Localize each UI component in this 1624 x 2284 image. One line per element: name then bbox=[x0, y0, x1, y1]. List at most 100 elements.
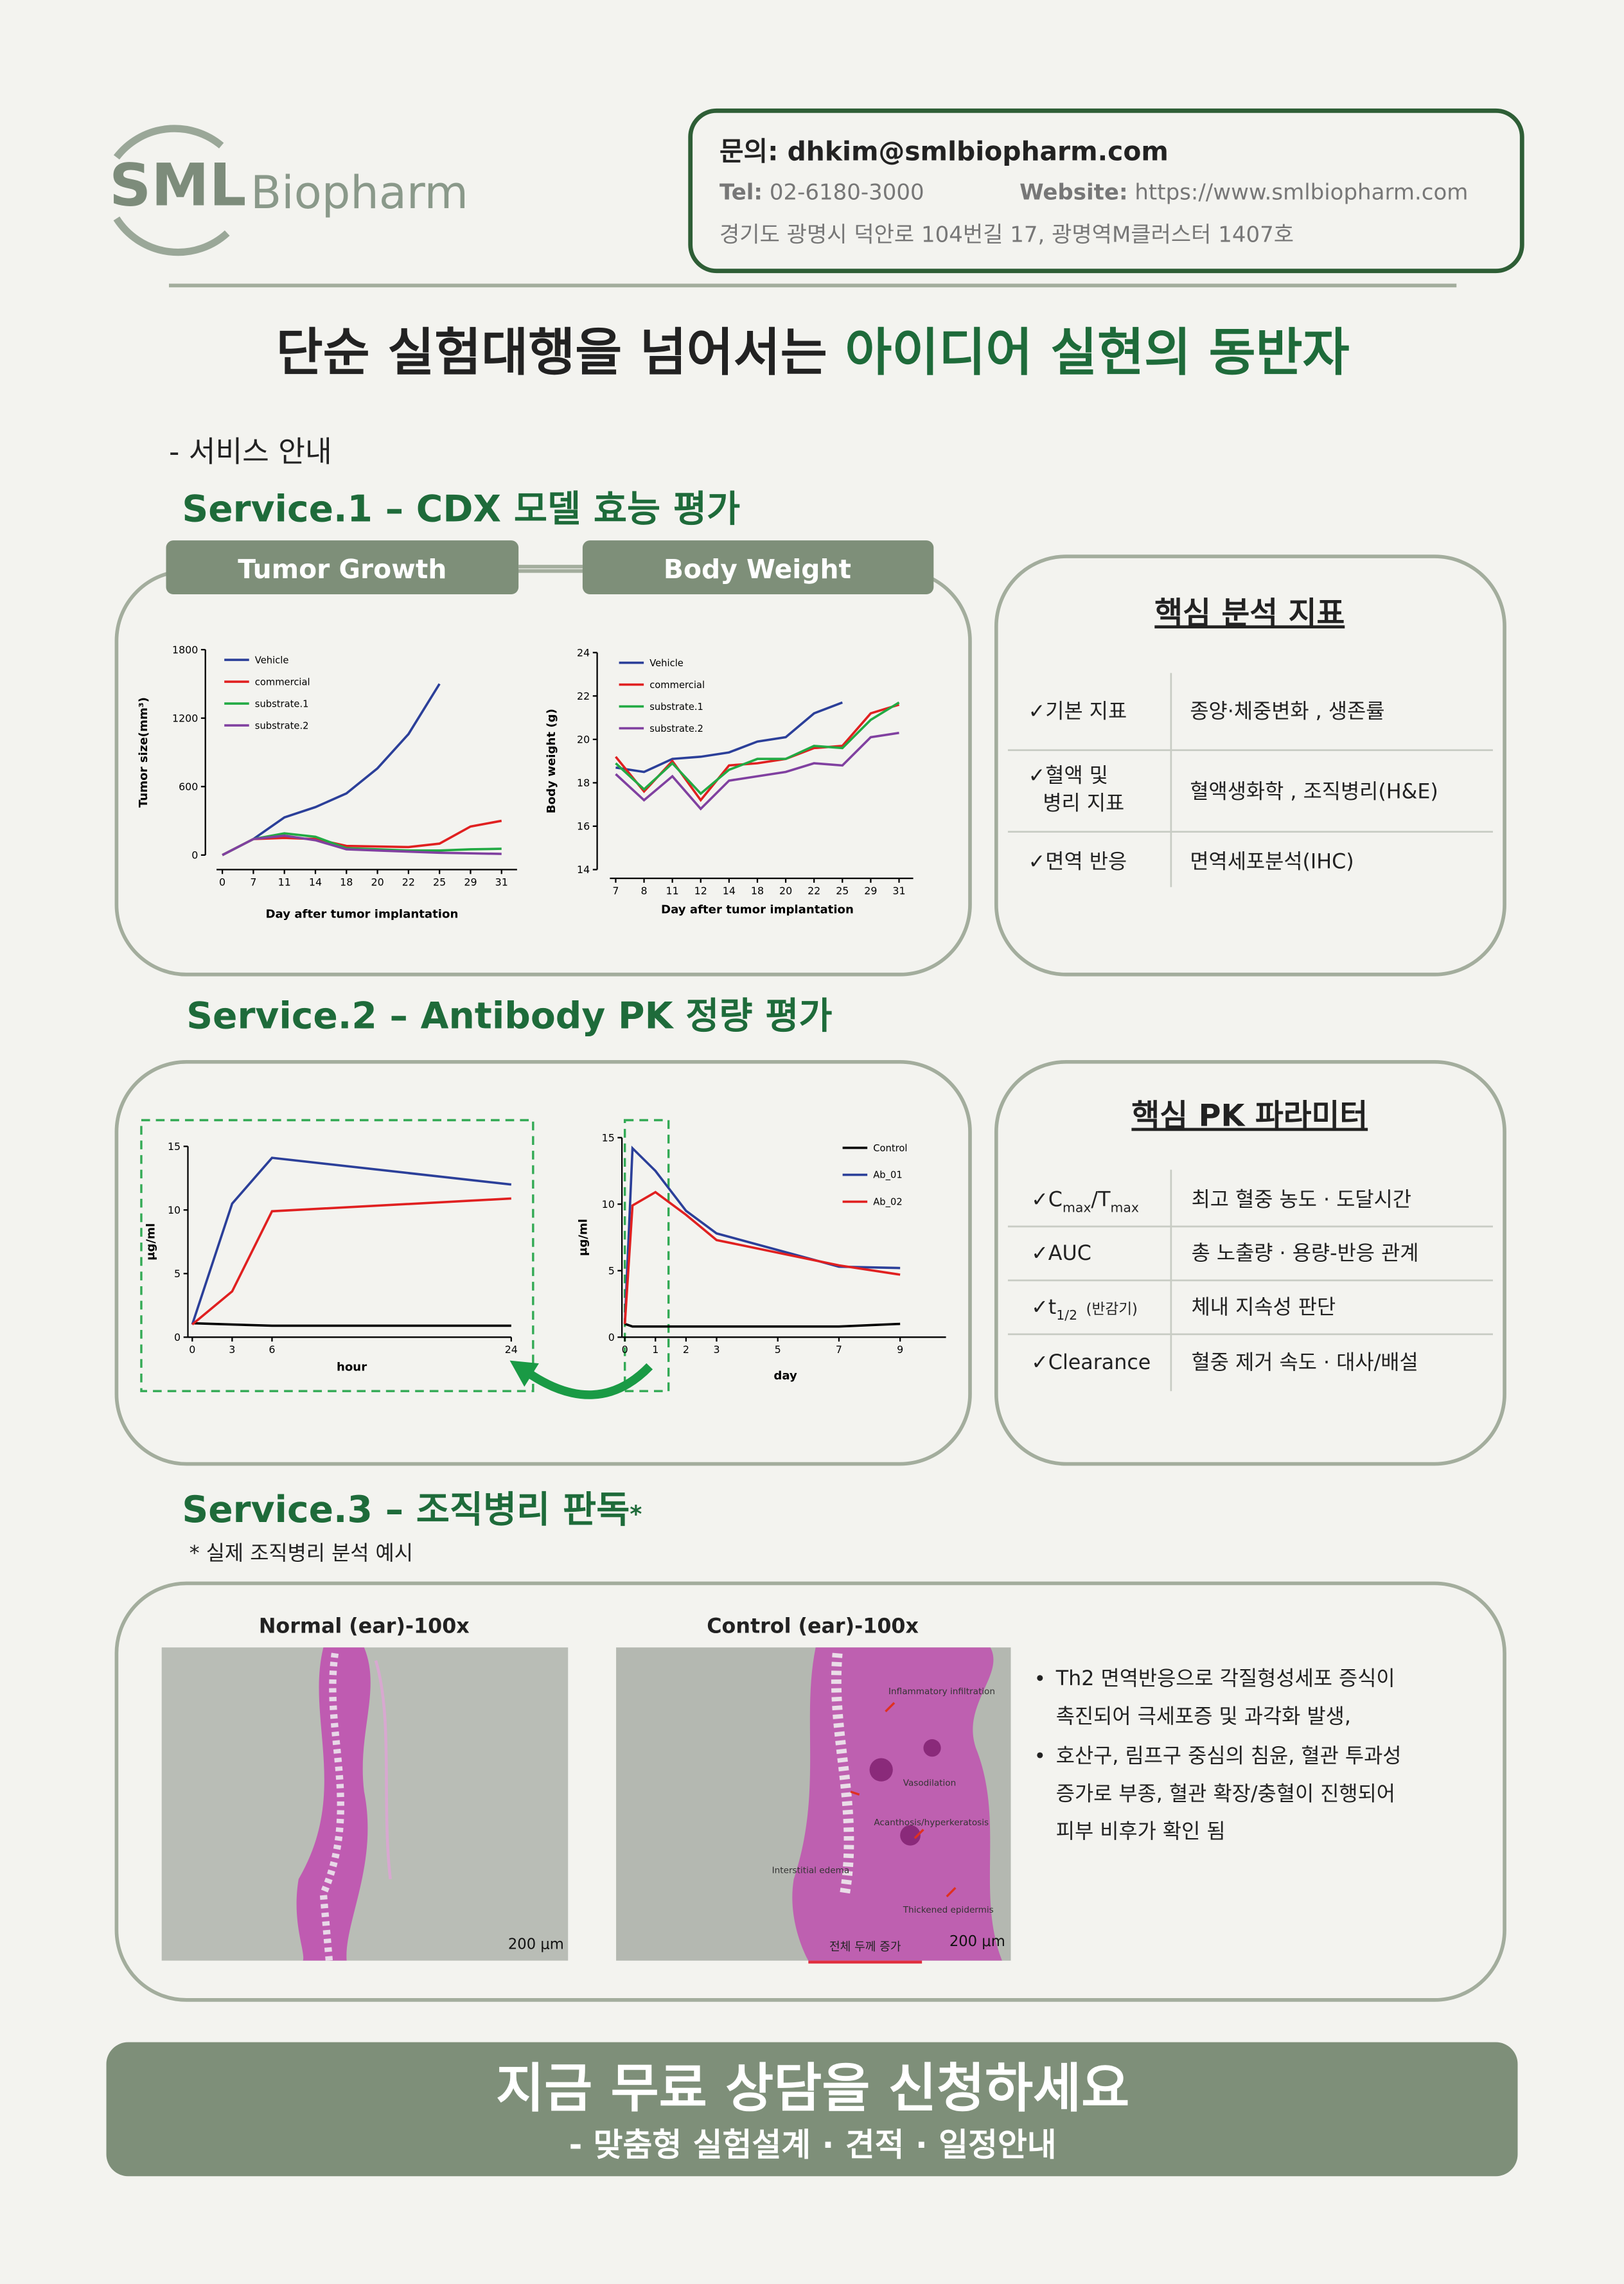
annotation: Vasodilation bbox=[903, 1778, 957, 1789]
series-line bbox=[615, 701, 843, 774]
x-tick-label: 0 bbox=[622, 1343, 628, 1356]
tab bbox=[166, 540, 519, 595]
x-tick-label: 31 bbox=[892, 885, 905, 897]
cta-banner[interactable] bbox=[106, 2042, 1518, 2177]
image-caption: Control (ear)-100x bbox=[707, 1615, 919, 1638]
x-tick-label: 12 bbox=[694, 885, 707, 897]
row-label: ✓혈액 및 bbox=[1028, 764, 1108, 787]
annotation-summary: 전체 두께 증가 bbox=[829, 1940, 901, 1954]
y-tick-label: 10 bbox=[602, 1198, 615, 1210]
x-tick-label: 18 bbox=[340, 876, 353, 888]
legend-label: substrate.1 bbox=[255, 698, 309, 709]
x-tick-label: 24 bbox=[505, 1343, 518, 1356]
highlight-box bbox=[140, 1119, 534, 1392]
bullet-text: Th2 면역반응으로 각질형성세포 증식이 bbox=[1055, 1667, 1395, 1690]
zoom-arrowhead bbox=[509, 1360, 539, 1387]
y-tick-label: 14 bbox=[577, 863, 590, 876]
x-tick-label: 22 bbox=[808, 885, 820, 897]
x-tick-label: 22 bbox=[402, 876, 415, 888]
x-tick-label: 31 bbox=[495, 876, 508, 888]
bullet-text: 촉진되어 극세포증 및 과각화 발생, bbox=[1056, 1705, 1351, 1728]
x-tick-label: 5 bbox=[775, 1343, 781, 1356]
histology-normal: 200 μm bbox=[161, 1647, 569, 1961]
x-tick-label: 29 bbox=[864, 885, 877, 897]
y-axis-label: Tumor size(mm³) bbox=[137, 697, 150, 808]
x-tick-label: 3 bbox=[713, 1343, 719, 1356]
contact-web: Website: https://www.smlbiopharm.com bbox=[1019, 180, 1468, 206]
contact-box bbox=[688, 108, 1524, 274]
row-desc: 최고 혈중 농도 · 도달시간 bbox=[1192, 1188, 1411, 1211]
series-line bbox=[222, 683, 441, 856]
row-desc: 체내 지속성 판단 bbox=[1192, 1296, 1336, 1319]
web-label: Website: bbox=[1019, 180, 1128, 206]
series-line bbox=[191, 1156, 512, 1325]
annotation: Interstitial edema bbox=[772, 1866, 850, 1876]
tab-label: Body Weight bbox=[664, 554, 851, 585]
series-line bbox=[222, 834, 502, 856]
x-tick-label: 7 bbox=[836, 1343, 842, 1356]
label-sub: max bbox=[1063, 1200, 1091, 1215]
x-axis-label: Day after tumor implantation bbox=[265, 907, 458, 921]
headline-highlight: 아이디어 실현의 동반자 bbox=[845, 323, 1349, 382]
x-axis-label: day bbox=[773, 1369, 797, 1383]
legend-label: Ab_01 bbox=[873, 1170, 903, 1181]
series-line bbox=[615, 701, 900, 795]
x-axis-label: Day after tumor implantation bbox=[661, 903, 854, 917]
x-tick-label: 8 bbox=[641, 885, 648, 897]
y-tick-label: 20 bbox=[577, 734, 590, 746]
cta-subtitle: - 맞춤형 실험설계 · 견적 · 일정안내 bbox=[569, 2126, 1057, 2163]
panel bbox=[994, 554, 1506, 977]
y-tick-label: 600 bbox=[179, 781, 198, 793]
annotation: Acanthosis/hyperkeratosis bbox=[874, 1818, 989, 1828]
series-line bbox=[615, 731, 899, 811]
x-tick-label: 7 bbox=[250, 876, 256, 888]
service-title: Service.2 – Antibody PK 정량 평가 bbox=[186, 995, 832, 1038]
legend-label: Ab_02 bbox=[873, 1197, 903, 1208]
y-tick-label: 16 bbox=[577, 820, 590, 833]
annotation: Thickened epidermis bbox=[903, 1905, 994, 1915]
y-axis-label: μg/ml bbox=[577, 1219, 590, 1256]
logo-text: Biopharm bbox=[251, 166, 468, 219]
scale-bar: 200 μm bbox=[508, 1936, 564, 1953]
panel bbox=[114, 1581, 1506, 2002]
x-tick-label: 0 bbox=[189, 1343, 195, 1356]
contact-address: 경기도 광명시 덕안로 104번길 17, 광명역M클러스터 1407호 bbox=[719, 222, 1294, 247]
row-desc: 혈중 제거 속도 · 대사/배설 bbox=[1192, 1351, 1418, 1374]
tab-label: Tumor Growth bbox=[238, 554, 446, 585]
headline: 단순 실험대행을 넘어서는 아이디어 실현의 동반자 bbox=[276, 323, 1350, 382]
legend-label: commercial bbox=[255, 677, 310, 687]
y-tick-label: 0 bbox=[608, 1331, 615, 1343]
panel bbox=[114, 1059, 972, 1466]
y-axis-label: Body weight (g) bbox=[545, 709, 558, 813]
label-note: (반감기) bbox=[1086, 1301, 1138, 1318]
legend-label: Control bbox=[873, 1143, 907, 1154]
series-line bbox=[624, 1322, 901, 1328]
x-tick-label: 14 bbox=[723, 885, 736, 897]
y-tick-label: 24 bbox=[577, 646, 590, 659]
x-tick-label: 20 bbox=[779, 885, 792, 897]
intro: - 서비스 안내 bbox=[169, 435, 332, 469]
x-tick-label: 9 bbox=[897, 1343, 903, 1356]
y-tick-label: 1200 bbox=[172, 712, 198, 724]
legend-label: commercial bbox=[649, 680, 705, 691]
x-tick-label: 20 bbox=[371, 876, 384, 888]
web: https://www.smlbiopharm.com bbox=[1134, 180, 1468, 206]
x-tick-label: 11 bbox=[666, 885, 679, 897]
logo-mark: SML bbox=[109, 152, 246, 220]
row-desc: 혈액생화학 , 조직병리(H&E) bbox=[1190, 780, 1438, 803]
y-tick-label: 18 bbox=[577, 777, 590, 789]
bullet-text: 호산구, 림프구 중심의 침윤, 혈관 투과성 bbox=[1056, 1744, 1402, 1767]
row-desc: 종양·체중변화 , 생존률 bbox=[1190, 700, 1384, 723]
series-line bbox=[191, 1197, 511, 1325]
legend-label: substrate.2 bbox=[649, 723, 703, 734]
label-sub: 1/2 bbox=[1056, 1307, 1077, 1323]
bullet bbox=[1037, 1752, 1043, 1758]
x-tick-label: 25 bbox=[433, 876, 446, 888]
tel-label: Tel: bbox=[719, 180, 763, 206]
x-tick-label: 3 bbox=[229, 1343, 235, 1356]
row-label: ✓면역 반응 bbox=[1028, 850, 1127, 873]
x-tick-label: 7 bbox=[612, 885, 619, 897]
y-tick-label: 22 bbox=[577, 690, 590, 702]
contact-tel: Tel: 02-6180-3000 bbox=[719, 180, 924, 206]
